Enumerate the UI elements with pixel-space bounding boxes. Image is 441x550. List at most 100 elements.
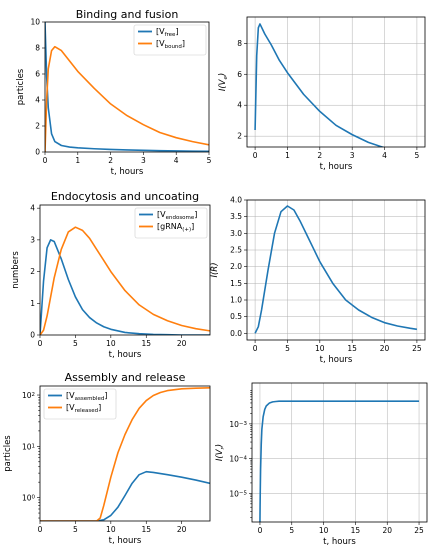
y-tick-label: 102 bbox=[22, 391, 35, 400]
legend-entry: [Vbound] bbox=[156, 39, 185, 50]
x-tick-label: 0 bbox=[253, 151, 258, 160]
x-tick-label: 2 bbox=[108, 156, 113, 165]
x-tick-label: 15 bbox=[141, 525, 151, 534]
x-tick-label: 10 bbox=[106, 525, 116, 534]
legend-entry: [Vfree] bbox=[156, 27, 179, 38]
y-tick-label: 2.5 bbox=[230, 246, 242, 255]
x-tick-label: 5 bbox=[73, 339, 78, 348]
x-tick-label: 0 bbox=[258, 526, 263, 535]
y-tick-label: 2.0 bbox=[230, 262, 242, 271]
series-line-endocytosis-1 bbox=[40, 226, 210, 335]
y-axis-label: I(Ve) bbox=[218, 73, 229, 91]
x-tick-label: 0 bbox=[253, 344, 258, 353]
x-tick-label: 5 bbox=[73, 525, 78, 534]
legend: [Vfree][Vbound] bbox=[133, 24, 207, 56]
legend: [Vassembled][Vreleased] bbox=[43, 388, 117, 420]
x-tick-label: 3 bbox=[141, 156, 146, 165]
series-line-ive-0 bbox=[254, 23, 385, 147]
x-tick-label: 20 bbox=[380, 344, 390, 353]
x-tick-label: 20 bbox=[177, 339, 187, 348]
x-tick-label: 3 bbox=[350, 151, 355, 160]
legend-frame bbox=[134, 207, 208, 239]
y-tick-label: 0 bbox=[30, 331, 35, 340]
y-tick-label: 8 bbox=[35, 44, 40, 53]
x-axis-label: t, hours bbox=[320, 162, 353, 172]
y-tick-label: 2 bbox=[35, 122, 40, 131]
chart-endocytosis: 0 5 10 15 20 0 1 2 3 4 t, hours numbers Endocytosis … bbox=[11, 190, 211, 360]
x-tick-label: 1 bbox=[75, 156, 80, 165]
series-line-endocytosis-0 bbox=[40, 239, 210, 335]
y-tick-label: 100 bbox=[22, 494, 36, 503]
x-tick-label: 5 bbox=[289, 526, 294, 535]
chart-binding: 0 1 2 3 4 5 0 2 4 6 8 10 t, hours particles Binding an… bbox=[16, 8, 212, 177]
x-axis-label: t, hours bbox=[320, 355, 353, 365]
y-tick-label: 4.0 bbox=[230, 196, 242, 205]
x-tick-label: 25 bbox=[414, 526, 424, 535]
chart-ir: 0 5 10 15 20 25 0.0 0.5 1.0 1.5 2.0 2.5 3.0 3.5 4.0 t, … bbox=[210, 196, 426, 365]
chart-ive: 0 1 2 3 4 5 2 4 6 8 t, hours I(Ve) bbox=[218, 16, 426, 172]
y-tick-label: 4 bbox=[237, 101, 242, 110]
x-axis-label: t, hours bbox=[111, 167, 144, 177]
x-tick-label: 1 bbox=[285, 151, 290, 160]
x-tick-label: 0 bbox=[38, 525, 43, 534]
y-tick-label: 2 bbox=[237, 132, 242, 141]
legend-entry: [Vreleased] bbox=[66, 403, 101, 414]
x-axis-label: t, hours bbox=[109, 536, 142, 546]
x-tick-label: 10 bbox=[319, 526, 329, 535]
y-tick-label: 0.5 bbox=[230, 312, 242, 321]
y-axis-label: numbers bbox=[11, 251, 21, 289]
x-tick-label: 10 bbox=[315, 344, 325, 353]
y-tick-label: 10−3 bbox=[229, 420, 247, 429]
x-tick-label: 4 bbox=[174, 156, 179, 165]
panel-title: Endocytosis and uncoating bbox=[51, 190, 199, 203]
legend-frame bbox=[43, 388, 117, 420]
plot-frame bbox=[39, 204, 211, 336]
legend-entry: [gRNA(+)] bbox=[157, 222, 194, 233]
y-tick-label: 4 bbox=[30, 204, 35, 213]
x-tick-label: 5 bbox=[207, 156, 212, 165]
panel-title: Binding and fusion bbox=[76, 8, 179, 21]
x-tick-label: 0 bbox=[38, 339, 43, 348]
legend: [Vendosome][gRNA(+)] bbox=[134, 207, 208, 239]
y-tick-label: 10 bbox=[30, 18, 40, 27]
series-line-ivr-0 bbox=[259, 400, 420, 522]
y-tick-label: 10−5 bbox=[229, 489, 247, 498]
plot-frame bbox=[246, 16, 426, 148]
series-line-assembly-1 bbox=[40, 387, 210, 521]
plot-frame bbox=[246, 199, 426, 341]
chart-assembly: 0 5 10 15 20 100 101 102 t, hours particles Assemb… bbox=[3, 371, 211, 546]
x-tick-label: 25 bbox=[412, 344, 422, 353]
series-line-assembly-0 bbox=[40, 470, 210, 521]
plot-frame bbox=[251, 382, 428, 523]
y-tick-label: 3.0 bbox=[230, 229, 242, 238]
legend-entry: [Vendosome] bbox=[157, 210, 197, 221]
series-line-ir-0 bbox=[254, 205, 418, 334]
y-tick-label: 3 bbox=[30, 235, 35, 244]
plot-frame bbox=[44, 21, 210, 153]
y-tick-label: 6 bbox=[237, 70, 242, 79]
y-tick-label: 1.0 bbox=[230, 296, 242, 305]
x-tick-label: 15 bbox=[141, 339, 151, 348]
y-axis-label: I(Vr) bbox=[215, 444, 226, 461]
series-line-binding-0 bbox=[45, 22, 209, 152]
legend-frame bbox=[133, 24, 207, 56]
x-tick-label: 15 bbox=[347, 344, 357, 353]
y-tick-label: 8 bbox=[237, 39, 242, 48]
x-tick-label: 10 bbox=[106, 339, 116, 348]
x-axis-label: t, hours bbox=[109, 350, 142, 360]
y-tick-label: 4 bbox=[35, 96, 40, 105]
panel-title: Assembly and release bbox=[65, 371, 186, 384]
y-tick-label: 10−4 bbox=[229, 455, 247, 464]
y-tick-label: 3.5 bbox=[230, 212, 242, 221]
legend-entry: [Vassembled] bbox=[66, 391, 107, 402]
y-tick-label: 1 bbox=[30, 299, 35, 308]
y-tick-label: 6 bbox=[35, 70, 40, 79]
y-tick-label: 0.0 bbox=[230, 329, 242, 338]
x-tick-label: 20 bbox=[382, 526, 392, 535]
x-tick-label: 5 bbox=[415, 151, 420, 160]
x-tick-label: 4 bbox=[382, 151, 387, 160]
y-tick-label: 101 bbox=[22, 442, 35, 451]
y-tick-label: 2 bbox=[30, 267, 35, 276]
x-tick-label: 15 bbox=[351, 526, 361, 535]
